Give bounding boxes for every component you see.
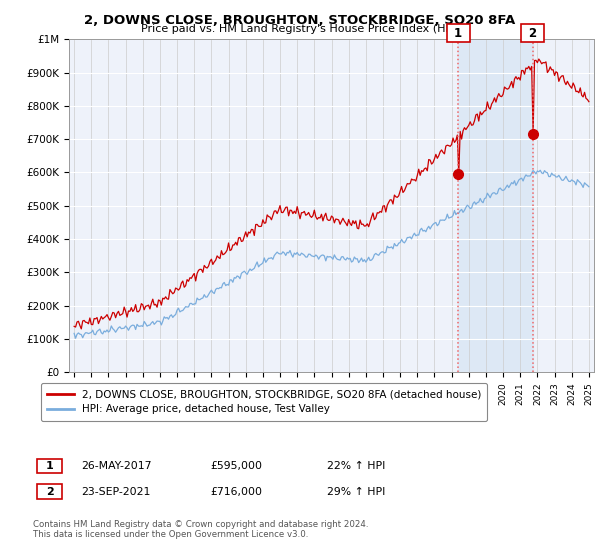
Text: 23-SEP-2021: 23-SEP-2021: [81, 487, 151, 497]
Text: 2, DOWNS CLOSE, BROUGHTON, STOCKBRIDGE, SO20 8FA: 2, DOWNS CLOSE, BROUGHTON, STOCKBRIDGE, …: [85, 14, 515, 27]
Legend: 2, DOWNS CLOSE, BROUGHTON, STOCKBRIDGE, SO20 8FA (detached house), HPI: Average : 2, DOWNS CLOSE, BROUGHTON, STOCKBRIDGE, …: [41, 383, 487, 421]
Text: 2: 2: [529, 26, 536, 40]
Text: £595,000: £595,000: [210, 461, 262, 471]
Text: 29% ↑ HPI: 29% ↑ HPI: [327, 487, 385, 497]
Text: £716,000: £716,000: [210, 487, 262, 497]
Text: 2: 2: [46, 487, 53, 497]
Text: 22% ↑ HPI: 22% ↑ HPI: [327, 461, 385, 471]
Text: Price paid vs. HM Land Registry's House Price Index (HPI): Price paid vs. HM Land Registry's House …: [140, 24, 460, 34]
Bar: [458, 39, 533, 372]
Text: 26-MAY-2017: 26-MAY-2017: [81, 461, 151, 471]
Text: 1: 1: [454, 26, 462, 40]
Text: Contains HM Land Registry data © Crown copyright and database right 2024.
This d: Contains HM Land Registry data © Crown c…: [33, 520, 368, 539]
Text: 1: 1: [46, 461, 53, 471]
